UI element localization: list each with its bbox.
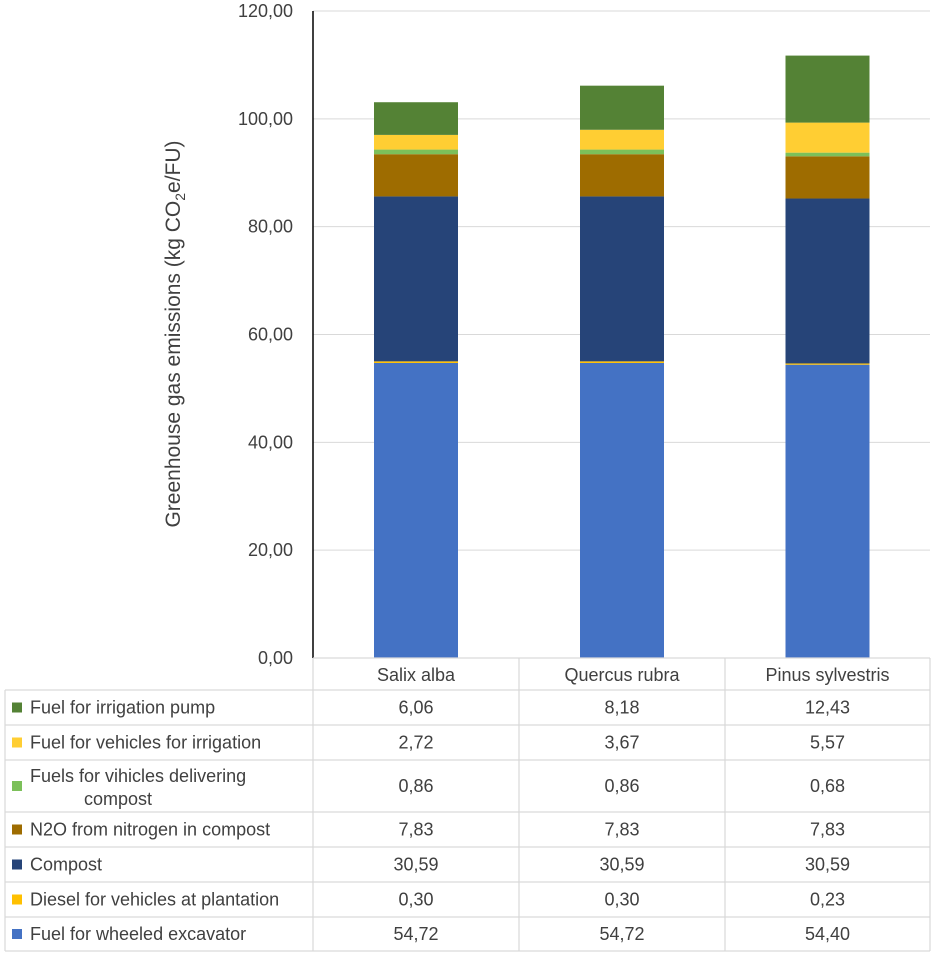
x-category-label: Quercus rubra — [564, 665, 680, 685]
legend-swatch — [12, 702, 22, 713]
legend-label: Fuels for vihicles delivering compost — [30, 766, 246, 809]
bar-segment — [785, 152, 870, 157]
y-tick-label: 20,00 — [248, 540, 293, 560]
bar-segment — [580, 154, 664, 197]
bar-segment — [374, 154, 458, 197]
bar-segment — [580, 362, 664, 658]
x-category-label: Salix alba — [377, 665, 456, 685]
y-tick-label: 120,00 — [238, 1, 293, 21]
bar-segment — [374, 149, 458, 155]
legend-label: Compost — [30, 855, 102, 875]
bar-segment — [580, 85, 664, 130]
legend-label: Fuel for wheeled excavator — [30, 924, 246, 944]
bar-segment — [374, 134, 458, 150]
data-value-cell: 0,86 — [398, 776, 433, 796]
bar-segment — [785, 122, 870, 153]
data-value-cell: 0,68 — [810, 776, 845, 796]
x-category-label: Pinus sylvestris — [765, 665, 889, 685]
data-value-cell: 7,83 — [604, 820, 639, 840]
data-value-cell: 3,67 — [604, 733, 639, 753]
y-tick-label: 0,00 — [258, 648, 293, 668]
data-value-cell: 0,23 — [810, 890, 845, 910]
legend-swatch — [12, 894, 22, 905]
data-value-cell: 6,06 — [398, 698, 433, 718]
legend-label: N2O from nitrogen in compost — [30, 820, 270, 840]
data-value-cell: 30,59 — [805, 855, 850, 875]
data-value-cell: 30,59 — [393, 855, 438, 875]
legend-swatch — [12, 929, 22, 939]
legend-label: Fuel for vehicles for irrigation — [30, 733, 261, 753]
bar-segment — [785, 156, 870, 199]
bar-segment — [785, 55, 870, 123]
data-value-cell: 54,40 — [805, 924, 850, 944]
data-value-cell: 54,72 — [393, 924, 438, 944]
data-value-cell: 0,86 — [604, 776, 639, 796]
legend-swatch — [12, 737, 22, 748]
y-tick-label: 40,00 — [248, 432, 293, 452]
y-tick-label: 60,00 — [248, 325, 293, 345]
data-value-cell: 12,43 — [805, 698, 850, 718]
bar-segment — [785, 364, 870, 658]
data-value-cell: 7,83 — [810, 820, 845, 840]
data-value-cell: 0,30 — [398, 890, 433, 910]
legend-label: Fuel for irrigation pump — [30, 698, 215, 718]
legend-swatch — [12, 859, 22, 870]
bar-segment — [374, 102, 458, 135]
y-tick-label: 100,00 — [238, 109, 293, 129]
data-value-cell: 2,72 — [398, 733, 433, 753]
legend-swatch — [12, 781, 22, 791]
legend-swatch — [12, 824, 22, 835]
bar-segment — [374, 361, 458, 363]
data-value-cell: 30,59 — [599, 855, 644, 875]
bar-segment — [785, 198, 870, 364]
data-value-cell: 54,72 — [599, 924, 644, 944]
bar-segment — [580, 129, 664, 150]
y-tick-label: 80,00 — [248, 217, 293, 237]
data-value-cell: 0,30 — [604, 890, 639, 910]
bar-segment — [580, 196, 664, 362]
data-value-cell: 8,18 — [604, 698, 639, 718]
bar-segment — [374, 362, 458, 658]
data-value-cell: 7,83 — [398, 820, 433, 840]
bar-segment — [580, 149, 664, 155]
data-value-cell: 5,57 — [810, 733, 845, 753]
bar-segment — [580, 361, 664, 363]
bar-segment — [785, 363, 870, 365]
y-axis-title: Greenhouse gas emissions (kg CO2e/FU) — [162, 140, 188, 527]
bar-segment — [374, 196, 458, 362]
legend-label: Diesel for vehicles at plantation — [30, 890, 279, 910]
